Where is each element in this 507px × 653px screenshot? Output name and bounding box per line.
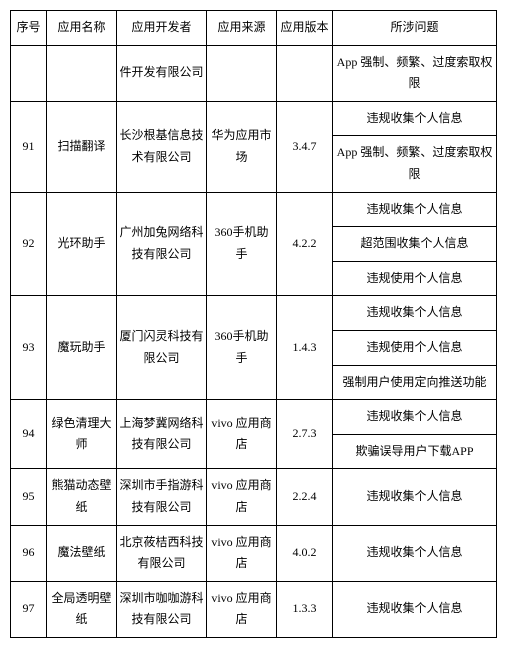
app-issues-table: 序号 应用名称 应用开发者 应用来源 应用版本 所涉问题 件开发有限公司 App … <box>10 10 497 638</box>
cell-issue: 强制用户使用定向推送功能 <box>333 365 497 400</box>
cell-src: vivo 应用商店 <box>207 581 277 637</box>
table-row: 94绿色清理大师上海梦冀网络科技有限公司vivo 应用商店2.7.3违规收集个人… <box>11 400 497 435</box>
cell-issue: 违规使用个人信息 <box>333 330 497 365</box>
cell-dev: 上海梦冀网络科技有限公司 <box>117 400 207 469</box>
header-row: 序号 应用名称 应用开发者 应用来源 应用版本 所涉问题 <box>11 11 497 46</box>
cell-dev: 长沙根基信息技术有限公司 <box>117 101 207 192</box>
table-row: 95熊猫动态壁纸深圳市手指游科技有限公司vivo 应用商店2.2.4违规收集个人… <box>11 469 497 525</box>
cell-issue: App 强制、频繁、过度索取权限 <box>333 45 497 101</box>
hdr-dev: 应用开发者 <box>117 11 207 46</box>
hdr-issue: 所涉问题 <box>333 11 497 46</box>
cell-issue: 超范围收集个人信息 <box>333 227 497 262</box>
hdr-name: 应用名称 <box>47 11 117 46</box>
cell-src: 360手机助手 <box>207 192 277 296</box>
cell-issue: 违规收集个人信息 <box>333 469 497 525</box>
cell-dev: 件开发有限公司 <box>117 45 207 101</box>
cell-ver <box>277 45 333 101</box>
cell-ver: 2.2.4 <box>277 469 333 525</box>
cell-issue: 违规收集个人信息 <box>333 296 497 331</box>
cell-dev: 深圳市咖咖游科技有限公司 <box>117 581 207 637</box>
cell-src: 360手机助手 <box>207 296 277 400</box>
table-row: 件开发有限公司 App 强制、频繁、过度索取权限 <box>11 45 497 101</box>
cell-ver: 1.4.3 <box>277 296 333 400</box>
cell-name: 魔玩助手 <box>47 296 117 400</box>
cell-issue: 违规收集个人信息 <box>333 101 497 136</box>
cell-seq: 97 <box>11 581 47 637</box>
hdr-ver: 应用版本 <box>277 11 333 46</box>
cell-ver: 4.2.2 <box>277 192 333 296</box>
cell-ver: 4.0.2 <box>277 525 333 581</box>
cell-name: 扫描翻译 <box>47 101 117 192</box>
cell-src: vivo 应用商店 <box>207 400 277 469</box>
cell-name: 熊猫动态壁纸 <box>47 469 117 525</box>
cell-issue: 违规使用个人信息 <box>333 261 497 296</box>
cell-name: 绿色清理大师 <box>47 400 117 469</box>
cell-seq: 94 <box>11 400 47 469</box>
cell-src: vivo 应用商店 <box>207 525 277 581</box>
cell-seq: 96 <box>11 525 47 581</box>
table-row: 92光环助手广州加兔网络科技有限公司360手机助手4.2.2违规收集个人信息 <box>11 192 497 227</box>
cell-issue: 欺骗误导用户下载APP <box>333 434 497 469</box>
cell-name: 光环助手 <box>47 192 117 296</box>
cell-issue: 违规收集个人信息 <box>333 192 497 227</box>
cell-src: vivo 应用商店 <box>207 469 277 525</box>
cell-issue: 违规收集个人信息 <box>333 525 497 581</box>
cell-seq <box>11 45 47 101</box>
cell-issue: App 强制、频繁、过度索取权限 <box>333 136 497 192</box>
cell-dev: 广州加兔网络科技有限公司 <box>117 192 207 296</box>
cell-issue: 违规收集个人信息 <box>333 400 497 435</box>
cell-seq: 95 <box>11 469 47 525</box>
table-row: 97全局透明壁纸深圳市咖咖游科技有限公司vivo 应用商店1.3.3违规收集个人… <box>11 581 497 637</box>
table-body: 件开发有限公司App 强制、频繁、过度索取权限91扫描翻译长沙根基信息技术有限公… <box>11 45 497 637</box>
cell-src <box>207 45 277 101</box>
cell-dev: 深圳市手指游科技有限公司 <box>117 469 207 525</box>
cell-ver: 3.4.7 <box>277 101 333 192</box>
cell-src: 华为应用市场 <box>207 101 277 192</box>
cell-dev: 厦门闪灵科技有限公司 <box>117 296 207 400</box>
hdr-src: 应用来源 <box>207 11 277 46</box>
cell-ver: 2.7.3 <box>277 400 333 469</box>
table-row: 96魔法壁纸北京莜桔西科技有限公司vivo 应用商店4.0.2违规收集个人信息 <box>11 525 497 581</box>
cell-issue: 违规收集个人信息 <box>333 581 497 637</box>
cell-name: 全局透明壁纸 <box>47 581 117 637</box>
cell-dev: 北京莜桔西科技有限公司 <box>117 525 207 581</box>
cell-seq: 91 <box>11 101 47 192</box>
cell-name: 魔法壁纸 <box>47 525 117 581</box>
table-row: 91扫描翻译长沙根基信息技术有限公司华为应用市场3.4.7违规收集个人信息 <box>11 101 497 136</box>
hdr-seq: 序号 <box>11 11 47 46</box>
table-row: 93魔玩助手厦门闪灵科技有限公司360手机助手1.4.3违规收集个人信息 <box>11 296 497 331</box>
cell-name <box>47 45 117 101</box>
cell-seq: 92 <box>11 192 47 296</box>
cell-seq: 93 <box>11 296 47 400</box>
cell-ver: 1.3.3 <box>277 581 333 637</box>
